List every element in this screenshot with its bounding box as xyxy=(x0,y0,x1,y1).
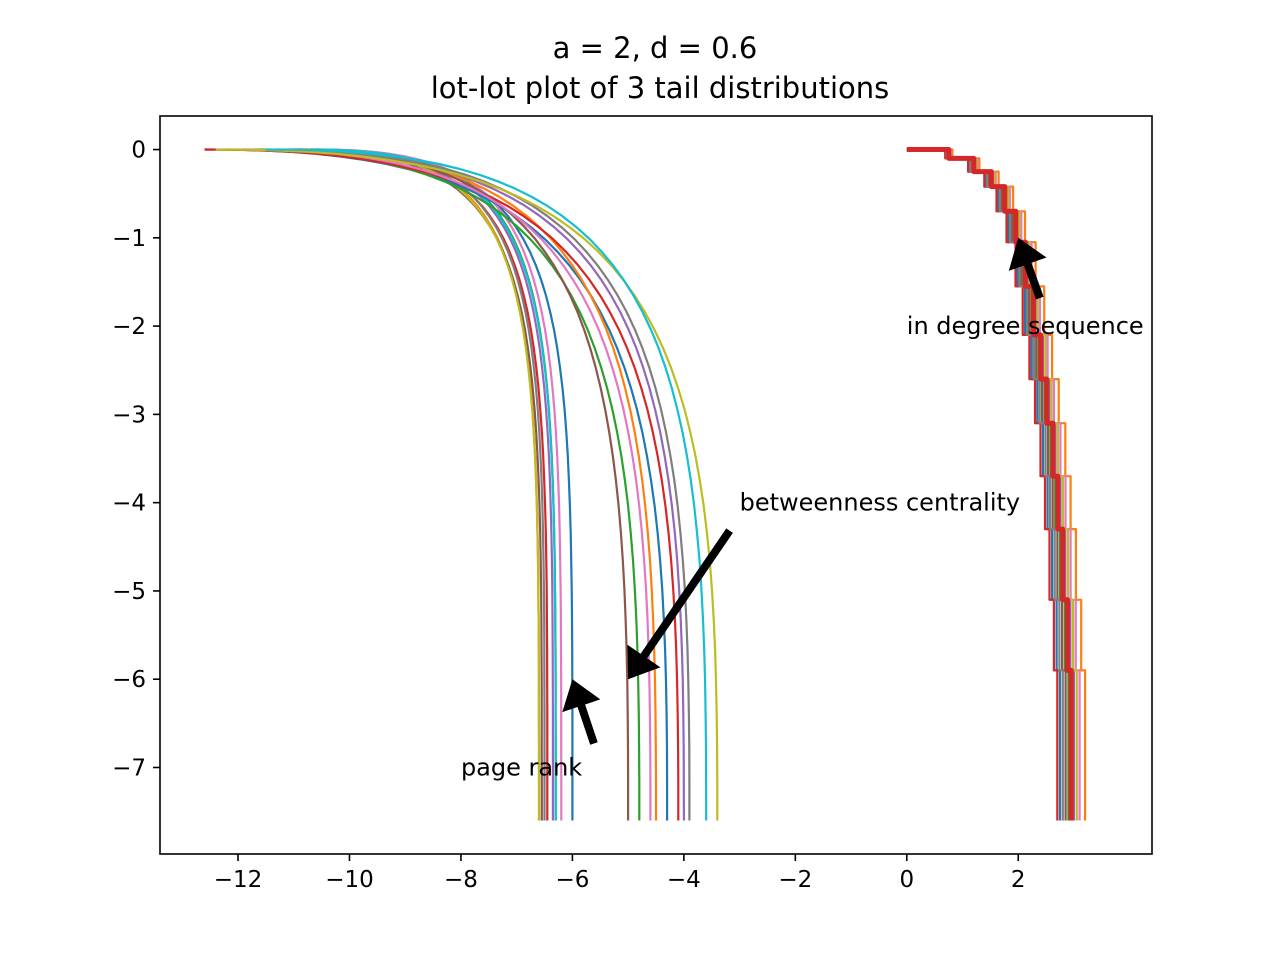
x-tick-label: −2 xyxy=(778,867,812,893)
in-degree-series-line xyxy=(906,148,1064,821)
chart-subtitle: lot-lot plot of 3 tail distributions xyxy=(431,71,890,105)
betweenness-series-line xyxy=(237,148,652,821)
x-tick-label: 2 xyxy=(1011,867,1026,893)
page-rank-series-line xyxy=(293,148,574,821)
axes-frame xyxy=(159,115,1153,855)
annotation-arrow xyxy=(627,528,733,680)
in-degree-series-line xyxy=(906,148,1076,821)
in-degree-series-line xyxy=(906,147,1074,821)
betweenness-series-line xyxy=(204,148,680,821)
annotation-arrow xyxy=(1008,237,1047,300)
x-tick-label: −4 xyxy=(667,867,701,893)
x-axis: −12 −10 −8 −6 −4 −2 0 2 xyxy=(214,854,1026,893)
y-tick-label: −3 xyxy=(112,402,146,428)
betweenness-series-line xyxy=(243,148,686,821)
in-degree-series-line xyxy=(906,148,1062,821)
x-tick-label: −6 xyxy=(555,867,589,893)
betweenness-series-line xyxy=(254,148,691,821)
annotation-label: in degree sequence xyxy=(907,312,1144,340)
plot-lines xyxy=(204,147,1087,821)
annotation-arrow xyxy=(562,679,601,745)
y-tick-label: −2 xyxy=(112,314,146,340)
in-degree-series-line xyxy=(906,148,1067,821)
in-degree-series-line xyxy=(906,148,1078,821)
y-axis: 0 −1 −2 −3 −4 −5 −6 −7 xyxy=(112,138,160,781)
y-tick-label: −7 xyxy=(112,755,146,781)
betweenness-series-line xyxy=(276,148,630,821)
y-tick-label: −4 xyxy=(112,491,146,517)
page-rank-series-line xyxy=(315,148,557,821)
annotation-label: betweenness centrality xyxy=(740,489,1021,517)
y-tick-label: −6 xyxy=(112,667,146,693)
annotation-label: page rank xyxy=(461,753,582,781)
x-tick-label: 0 xyxy=(899,867,914,893)
y-tick-label: 0 xyxy=(131,138,146,164)
x-tick-label: −10 xyxy=(325,867,374,893)
annotations-layer: page rank betweenness centrality in degree… xyxy=(461,237,1144,781)
chart-title: a = 2, d = 0.6 xyxy=(553,31,758,65)
x-tick-label: −8 xyxy=(444,867,478,893)
x-tick-label: −12 xyxy=(214,867,263,893)
betweenness-series-line xyxy=(265,148,708,821)
y-tick-label: −5 xyxy=(112,579,146,605)
page-rank-series-line xyxy=(299,148,549,821)
page-rank-series-line xyxy=(315,148,563,821)
y-tick-label: −1 xyxy=(112,226,146,252)
page-rank-series-line xyxy=(304,148,541,821)
